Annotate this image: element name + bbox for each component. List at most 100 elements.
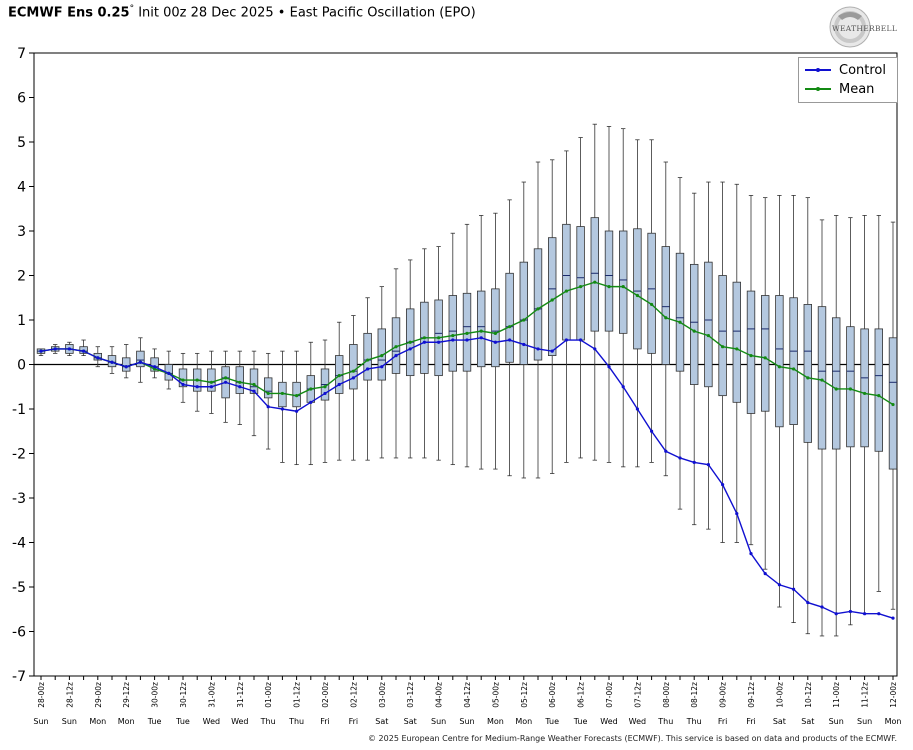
x-day-label: Sun [431,717,446,726]
control-point [635,407,640,411]
control-point [195,385,199,389]
box-iqr [363,332,372,381]
control-point [536,347,540,351]
x-day-label: Sat [375,717,388,726]
box-34 [519,181,528,479]
mean-point [337,374,341,378]
x-label: 09-00z [719,682,728,708]
box-16 [263,352,273,450]
box-27 [420,248,429,459]
control-point [295,409,299,413]
mean-point [820,378,824,382]
y-tick-label: 6 [17,91,26,107]
box-40 [604,126,614,463]
title-degree: ° [129,4,135,14]
y-tick-label: 4 [17,180,26,196]
control-point [309,400,313,404]
mean-point [863,391,867,396]
x-label: 01-12z [293,682,302,708]
x-day-label: Sat [773,717,786,726]
x-label: 30-12z [179,682,188,708]
x-day-label: Mon [89,717,106,726]
box-32 [491,212,500,470]
mean-point [848,387,853,391]
box-13 [221,350,230,423]
control-point [380,365,384,369]
box-iqr [576,226,585,341]
x-label: 06-00z [548,682,557,708]
box-iqr [732,281,741,403]
box-iqr [860,328,869,448]
y-tick-label: 2 [17,269,26,285]
x-day-label: Wed [231,717,248,726]
box-iqr [704,261,713,388]
y-tick-label: 7 [17,46,26,62]
y-tick-label: -7 [12,669,26,685]
box-iqr [647,232,656,354]
lines-group [39,280,895,620]
mean-point [280,391,284,396]
x-day-label: Thu [260,717,276,726]
box-26 [405,259,415,459]
x-label: 10-12z [804,682,813,708]
x-label: 07-00z [605,682,614,708]
control-point [692,460,696,464]
x-day-label: Mon [118,717,135,726]
control-point [153,365,157,369]
box-8 [150,348,159,379]
box-55 [817,219,827,637]
mean-point [635,293,640,298]
mean-point [508,325,512,329]
control-point [579,338,583,342]
x-label: 04-12z [463,682,472,708]
box-18 [292,350,301,466]
mean-point [607,285,611,289]
box-iqr [789,297,798,425]
box-42 [633,139,642,468]
control-point [366,367,370,371]
control-point [39,349,43,353]
mean-point [380,354,384,358]
mean-point [181,378,185,382]
control-point [678,456,682,460]
x-day-label: Sun [62,717,77,726]
control-point [820,605,824,609]
x-label: 01-00z [264,682,273,708]
control-point [82,349,86,353]
box-iqr [761,295,770,412]
x-day-label: Sun [33,717,48,726]
control-point [337,382,341,387]
copyright-notice: © 2025 European Centre for Medium-Range … [368,734,897,743]
control-point [408,347,412,351]
mean-point [792,367,796,371]
weatherbell-logo-icon: WEATHERBELL [829,6,897,48]
x-label: 31-12z [236,682,245,708]
x-label: 03-12z [406,682,415,708]
legend-label-control: Control [839,62,886,78]
mean-point [522,318,526,322]
x-day-label: Fri [718,717,728,726]
box-44 [661,161,670,477]
mean-point [664,316,668,320]
box-iqr [150,357,159,372]
box-41 [619,128,628,468]
control-point [593,347,597,351]
box-29 [448,232,457,466]
box-iqr [207,368,216,392]
box-48 [718,181,727,543]
box-11 [192,352,202,412]
x-day-label: Mon [885,717,902,726]
x-day-label: Fri [320,717,330,726]
box-47 [704,181,713,530]
control-point [522,342,526,347]
control-point [451,338,455,342]
control-point [224,380,228,384]
control-point [891,616,895,620]
mean-point [877,394,881,398]
box-iqr [675,252,685,372]
box-iqr [874,328,883,452]
x-day-label: Thu [657,717,673,726]
y-tick-label: -2 [12,447,26,463]
x-label: 31-00z [207,682,216,708]
control-point [877,612,881,616]
